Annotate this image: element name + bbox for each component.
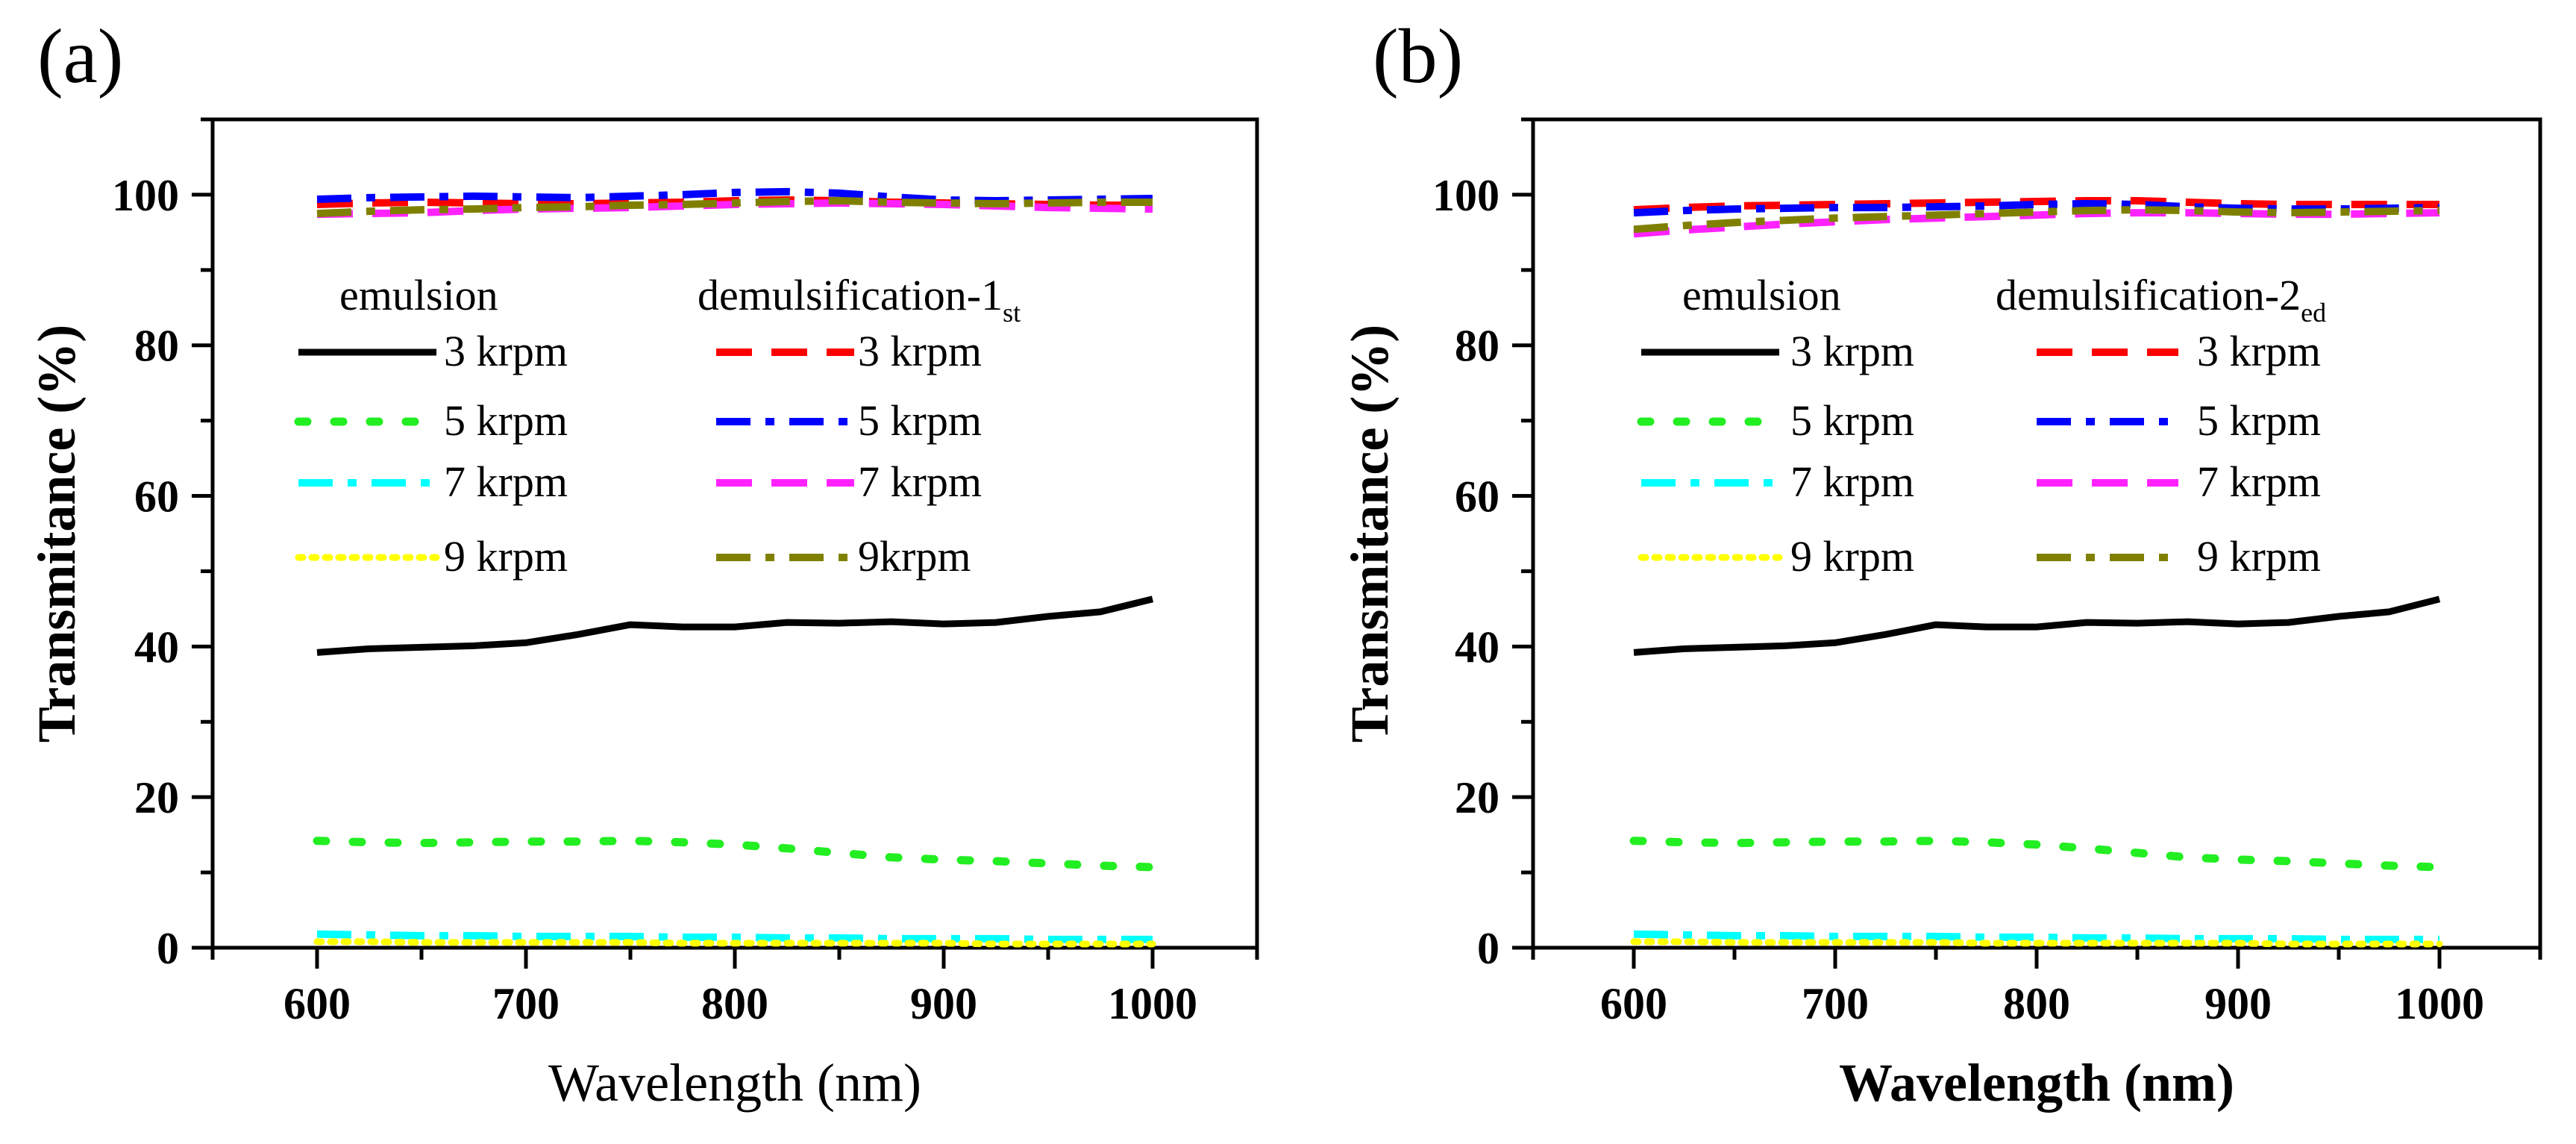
panel-a-y-tick-label-40: 40	[134, 622, 179, 672]
panel-b-series-emulsion-7-krpm	[1633, 930, 2439, 943]
panel-a-series-emulsion-7-krpm	[316, 930, 1153, 943]
panel-b-plot-frame	[1531, 117, 2542, 950]
panel-a-x-tick-label-700: 700	[492, 979, 560, 1028]
panel-a-x-tick-label-800: 800	[701, 979, 768, 1028]
panel-b-label: (b)	[1373, 13, 1463, 99]
panel-b-legend-header-subscript: ed	[2301, 298, 2326, 328]
panel-b-legend-label-emulsion-3-krpm: 3 krpm	[1790, 327, 1914, 375]
panel-a-series-emulsion-5-krpm	[313, 837, 1157, 872]
panel-b-x-axis-title: Wavelength (nm)	[1839, 1053, 2234, 1113]
panel-b-legend-label-emulsion-9-krpm: 9 krpm	[1790, 532, 1914, 581]
panel-a-legend-header-demulsification: demulsification-1st	[698, 271, 1021, 328]
panel-b-series-demulsification-3-krpm	[1633, 197, 2439, 214]
panel-a-plot-frame	[210, 117, 1259, 950]
panel-a-legend-label-emulsion-5-krpm: 5 krpm	[444, 396, 568, 445]
panel-a-y-tick-label-80: 80	[134, 322, 179, 371]
panel-b-y-tick-label-60: 60	[1455, 472, 1499, 522]
panel-b-legend-label-demulsification-7-krpm: 7 krpm	[2197, 457, 2321, 506]
panel-a-legend-label-emulsion-7-krpm: 7 krpm	[444, 457, 568, 506]
panel-b-legend-label-emulsion-5-krpm: 5 krpm	[1790, 396, 1914, 445]
panel-a-x-tick-label-900: 900	[910, 979, 977, 1028]
panel-a-series-demulsification-5-krpm	[316, 187, 1153, 204]
panel-b-legend-label-demulsification-9-krpm: 9 krpm	[2197, 532, 2321, 581]
panel-b-y-axis-title: Transmitance (%)	[1340, 325, 1400, 743]
panel-b-y-tick-label-40: 40	[1455, 622, 1499, 672]
panel-b-legend-header-demulsification: demulsification-2ed	[1996, 271, 2326, 328]
panel-a-y-tick-label-100: 100	[112, 171, 179, 220]
panel-b-x-tick-label-700: 700	[1802, 979, 1869, 1028]
panel-a-legend-label-demulsification-3-krpm: 3 krpm	[858, 327, 982, 375]
panel-b-x-tick-label-1000: 1000	[2395, 979, 2484, 1028]
panel-b-y-tick-label-80: 80	[1455, 322, 1499, 371]
panel-a-y-tick-label-0: 0	[157, 924, 179, 973]
panel-a-series-emulsion-3-krpm	[316, 596, 1154, 656]
panel-a-legend-label-demulsification-9-krpm: 9krpm	[858, 532, 971, 581]
panel-b-legend-header-emulsion: emulsion	[1682, 271, 1841, 319]
panel-b-series-emulsion-9-krpm	[1630, 938, 2443, 948]
panel-a-x-tick-label-600: 600	[283, 979, 351, 1028]
panel-a-x-axis-title: Wavelength (nm)	[548, 1053, 921, 1113]
panel-b-x-tick-label-900: 900	[2204, 979, 2272, 1028]
panel-a-legend-label-demulsification-7-krpm: 7 krpm	[858, 457, 982, 506]
panel-a: (a) 600 700 800 900 1000 0 20 40 60 80 100 Wavelengt…	[27, 13, 1259, 1113]
panel-b-legend-label-demulsification-5-krpm: 5 krpm	[2197, 396, 2321, 445]
panel-a-legend-label-emulsion-3-krpm: 3 krpm	[444, 327, 568, 375]
panel-b-y-tick-label-100: 100	[1432, 171, 1499, 220]
panel-b-series-emulsion-3-krpm	[1633, 596, 2441, 656]
panel-b-legend-label-demulsification-3-krpm: 3 krpm	[2197, 327, 2321, 375]
panel-b-y-tick-label-0: 0	[1477, 924, 1499, 973]
panel-a-legend-header-subscript: st	[1003, 298, 1021, 328]
panel-b: (b) 600 700 800 900 1000 0 20 40 60 80 100 Wavelengt…	[1340, 13, 2542, 1113]
panel-b-x-tick-label-600: 600	[1600, 979, 1667, 1028]
panel-a-y-axis-title: Transmitance (%)	[27, 325, 87, 743]
panel-a-legend-label-demulsification-5-krpm: 5 krpm	[858, 396, 982, 445]
panel-b-series-demulsification-9-krpm	[1633, 206, 2440, 234]
panel-a-x-tick-label-1000: 1000	[1108, 979, 1197, 1028]
panel-b-legend-label-emulsion-7-krpm: 7 krpm	[1790, 457, 1914, 506]
panel-a-series-emulsion-9-krpm	[313, 938, 1156, 948]
panel-a-legend-label-emulsion-9-krpm: 9 krpm	[444, 532, 568, 581]
panel-a-series-demulsification-9-krpm	[316, 197, 1153, 218]
panel-a-y-tick-label-60: 60	[134, 472, 179, 522]
panel-a-label: (a)	[37, 13, 123, 99]
panel-b-x-tick-label-800: 800	[2003, 979, 2070, 1028]
panel-a-legend-header-emulsion: emulsion	[339, 271, 498, 319]
panel-a-y-tick-label-20: 20	[134, 773, 179, 822]
panel-b-series-emulsion-5-krpm	[1629, 837, 2444, 872]
panel-b-y-tick-label-20: 20	[1455, 773, 1499, 822]
